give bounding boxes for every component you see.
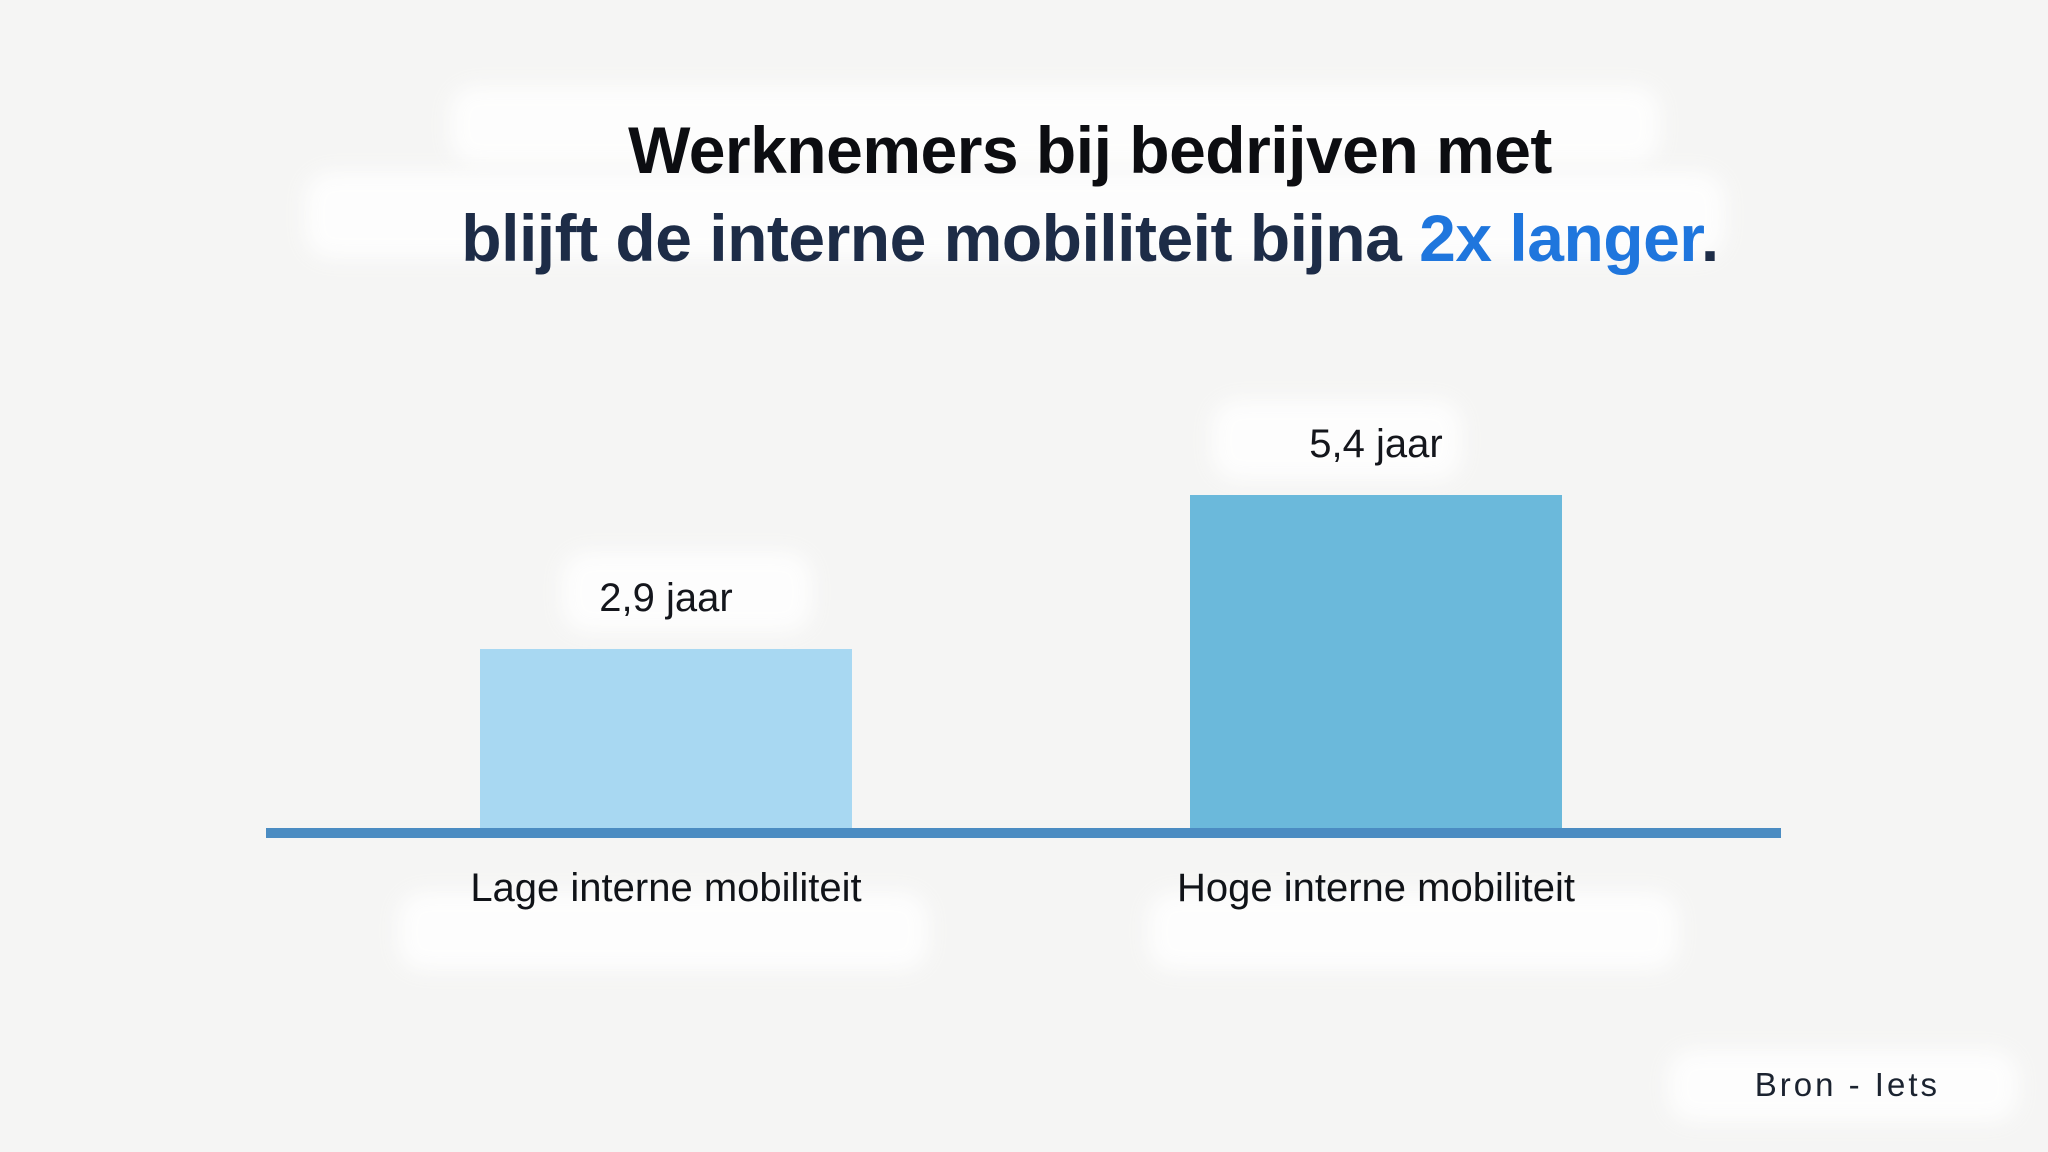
bar-group-lage-interne-mobiliteit: 2,9 jaar (480, 576, 852, 828)
watermark-ghost-value-1 (562, 552, 812, 632)
chart-title-line-1: Werknemers bij bedrijven met (628, 113, 1552, 187)
watermark-ghost-source (1668, 1050, 2018, 1122)
title-line2-period: . (1700, 201, 1719, 275)
watermark-ghost-title-1 (450, 86, 1660, 164)
x-axis-baseline (266, 828, 1781, 838)
chart-title: Werknemers bij bedrijven met blijft de i… (66, 106, 2048, 282)
source-attribution: Bron - Iets (1754, 1066, 1940, 1103)
bar-hoge-interne-mobiliteit (1190, 495, 1562, 828)
bar-value-label: 5,4 jaar (1309, 422, 1443, 466)
watermark-ghost-value-2 (1212, 400, 1462, 480)
watermark-ghost-xlabel-2 (1148, 892, 1678, 970)
title-highlight-text: 2x langer (1419, 201, 1701, 275)
watermark-ghost-title-2 (305, 172, 1725, 258)
bar-lage-interne-mobiliteit (480, 649, 852, 828)
bar-group-hoge-interne-mobiliteit: 5,4 jaar (1190, 422, 1562, 828)
watermark-ghost-xlabel-1 (398, 892, 928, 970)
bar-value-label: 2,9 jaar (599, 576, 733, 620)
category-label-hoge-interne-mobiliteit: Hoge interne mobiliteit (1177, 866, 1575, 910)
chart-title-line-2: blijft de interne mobiliteit bijna 2x la… (66, 194, 2048, 282)
category-label-lage-interne-mobiliteit: Lage interne mobiliteit (470, 866, 862, 910)
title-line2-text: blijft de interne mobiliteit bijna (461, 201, 1420, 275)
